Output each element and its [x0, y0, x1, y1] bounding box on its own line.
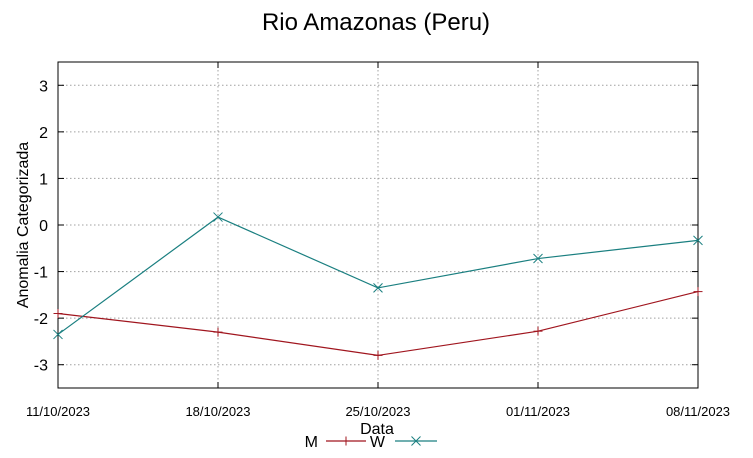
x-tick-label: 18/10/2023 [185, 404, 250, 419]
data-point-M [533, 326, 543, 336]
grid-lines [58, 62, 698, 388]
marker-x-b [213, 212, 223, 222]
x-axis-ticks: 11/10/2023 18/10/2023 25/10/2023 01/11/2023… [26, 62, 730, 419]
x-tick-label: 08/11/2023 [666, 404, 730, 419]
y-tick-label: 0 [39, 218, 48, 235]
data-point-W [53, 329, 63, 340]
legend-item-W: W [370, 434, 437, 451]
legend-label: W [370, 434, 386, 451]
y-tick-label: -1 [34, 265, 48, 282]
series-lines [53, 212, 703, 360]
marker-x-b [53, 329, 63, 340]
marker-x-b [533, 253, 543, 264]
data-point-W [693, 235, 703, 246]
x-tick-label: 11/10/2023 [26, 404, 90, 419]
y-tick-label: 2 [39, 125, 48, 142]
y-tick-label: 3 [39, 78, 48, 95]
data-point-W [533, 253, 543, 264]
series-W [53, 212, 703, 340]
y-tick-label: -3 [34, 358, 48, 375]
legend-item-M: M [305, 434, 366, 451]
marker-x-b [373, 283, 383, 293]
x-tick-label: 25/10/2023 [345, 404, 410, 419]
x-axis-label: Data [360, 421, 394, 438]
marker-x-b [693, 235, 703, 246]
data-point-M [213, 327, 223, 337]
y-axis-label: Anomalia Categorizada [15, 142, 32, 308]
data-point-M [53, 308, 63, 318]
x-tick-label: 01/11/2023 [506, 404, 570, 419]
series-M [53, 287, 703, 360]
legend-label: M [305, 434, 318, 451]
chart-title: Rio Amazonas (Peru) [262, 9, 490, 36]
y-tick-label: 1 [39, 171, 48, 188]
data-point-W [373, 283, 383, 293]
data-point-M [693, 287, 703, 297]
y-axis-ticks: 3 2 1 0 -1 -2 -3 [34, 78, 698, 375]
data-point-W [213, 212, 223, 222]
data-point-M [373, 350, 383, 360]
marker-x-b [411, 436, 421, 446]
y-tick-label: -2 [34, 311, 48, 328]
